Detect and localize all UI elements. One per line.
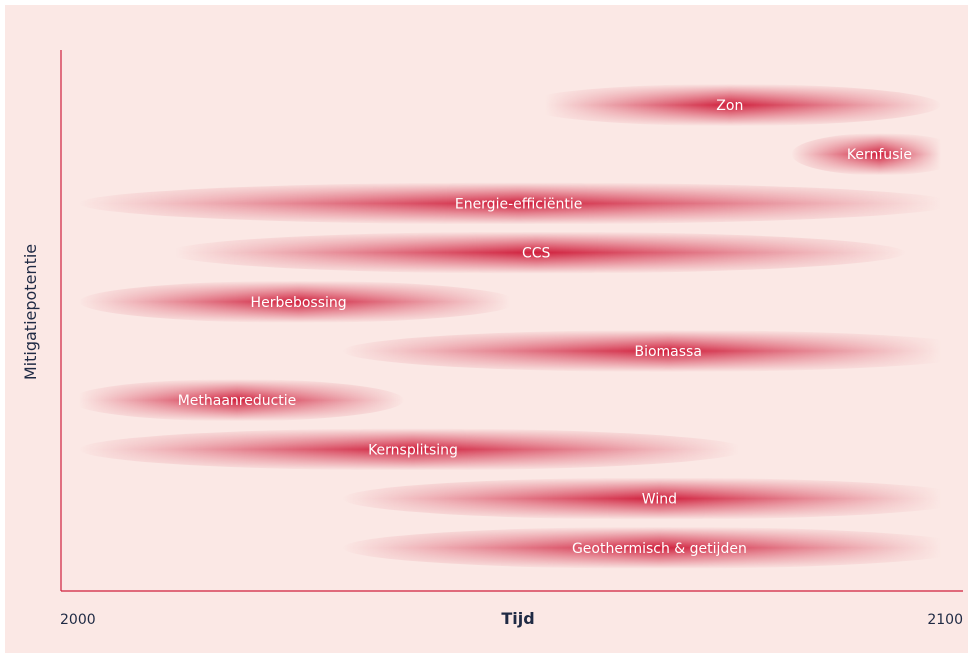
technology-bar-label: Wind <box>642 492 677 508</box>
technology-bar-label: Methaanreductie <box>178 393 297 409</box>
x-axis-title: Tijd <box>501 609 534 628</box>
technology-bar: Wind <box>342 477 942 520</box>
technology-bar-label: CCS <box>522 246 551 262</box>
technology-bar: Energie-efficiëntie <box>79 182 941 225</box>
technology-bar-shape <box>79 379 405 422</box>
technology-bar-label: Biomassa <box>634 344 701 360</box>
y-axis-title: Mitigatiepotentie <box>21 244 40 380</box>
technology-bar: Biomassa <box>342 330 942 372</box>
chart-frame: Zon Kernfusie Energie-efficiëntie CCS Herbeb… <box>5 5 968 653</box>
x-tick-label-start: 2000 <box>60 612 96 628</box>
technology-bar-shape <box>79 280 510 323</box>
technology-timeline-chart: Zon Kernfusie Energie-efficiëntie CCS Herbeb… <box>21 50 963 628</box>
technology-bar-shape <box>79 428 739 471</box>
technology-bar-shape <box>175 231 906 274</box>
technology-bar-shape <box>342 477 942 520</box>
bars-group: Zon Kernfusie Energie-efficiëntie CCS Herbeb… <box>79 84 942 569</box>
technology-bar: Zon <box>545 84 941 126</box>
technology-bar-shape <box>79 182 941 225</box>
technology-bar: Kernfusie <box>791 133 941 176</box>
technology-bar-label: Energie-efficiëntie <box>455 196 583 212</box>
technology-bar-shape <box>342 526 942 569</box>
technology-bar-shape <box>342 330 942 372</box>
technology-bar-label: Kernsplitsing <box>368 442 458 458</box>
technology-bar: Geothermisch & getijden <box>342 526 942 569</box>
technology-bar-shape <box>791 133 941 176</box>
x-tick-label-end: 2100 <box>927 612 963 628</box>
technology-bar-label: Zon <box>716 98 743 114</box>
technology-bar-label: Herbebossing <box>251 295 347 311</box>
technology-bar-label: Geothermisch & getijden <box>572 541 747 557</box>
technology-bar: Methaanreductie <box>79 379 405 422</box>
technology-bar: Kernsplitsing <box>79 428 739 471</box>
technology-bar-label: Kernfusie <box>847 147 912 163</box>
technology-bar: Herbebossing <box>79 280 510 323</box>
technology-bar: CCS <box>175 231 906 274</box>
technology-bar-shape <box>545 84 941 126</box>
